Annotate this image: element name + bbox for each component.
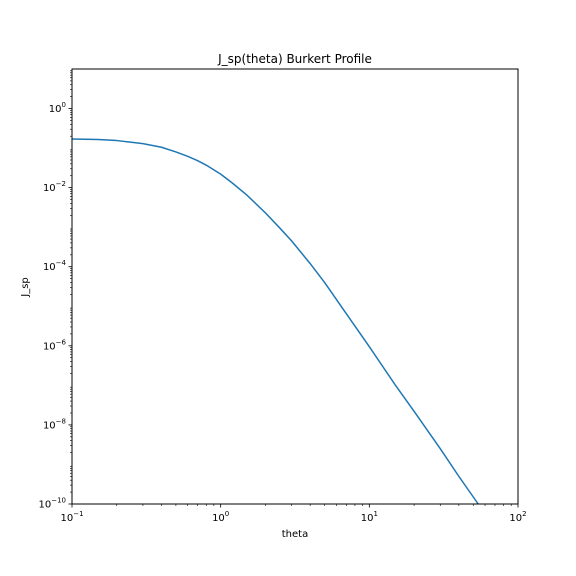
x-axis-label: theta <box>282 529 308 540</box>
ticks: 10−1 100 101 102 10−10 10−8 10−6 10−4 10−2 100 <box>38 70 527 524</box>
y-axis-label: J_sp <box>20 277 31 298</box>
chart-title: J_sp(theta) Burkert Profile <box>217 52 372 66</box>
plot-area <box>71 138 479 505</box>
y-tick-label: 10−6 <box>43 338 67 352</box>
y-tick-label: 10−8 <box>43 417 66 431</box>
x-tick-label: 101 <box>361 510 378 524</box>
x-tick-label: 10−1 <box>60 510 83 524</box>
y-tick-label: 10−10 <box>38 497 66 511</box>
y-tick-label: 10−2 <box>43 180 66 194</box>
y-tick-label: 100 <box>49 101 66 115</box>
x-tick-label: 102 <box>509 510 526 524</box>
axes-frame <box>71 68 519 505</box>
x-tick-label: 100 <box>212 510 229 524</box>
y-tick-label: 10−4 <box>43 259 67 273</box>
series-line <box>71 138 479 505</box>
